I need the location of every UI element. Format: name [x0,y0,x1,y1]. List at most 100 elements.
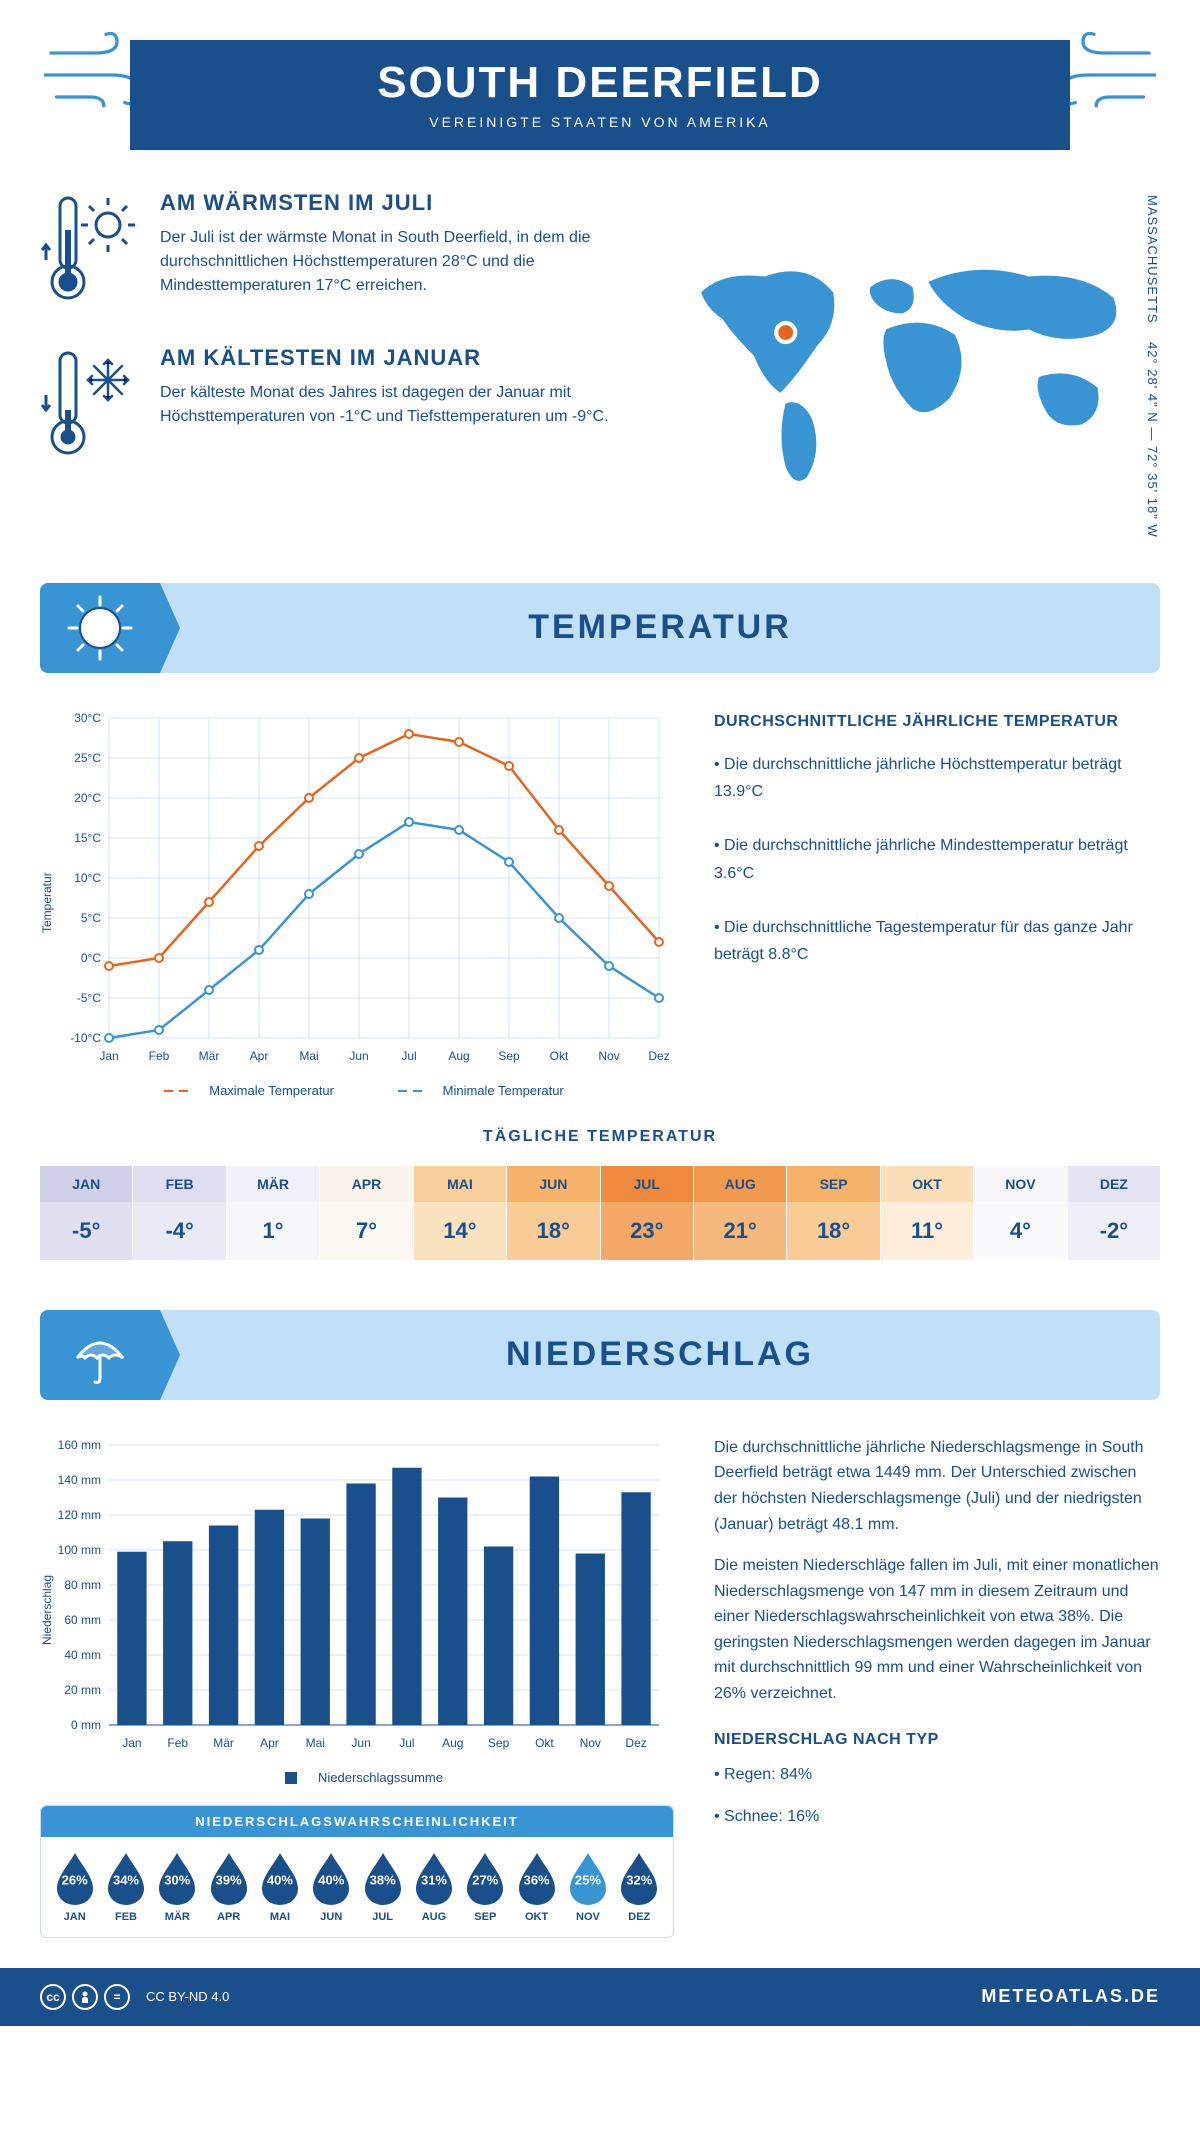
raindrop-icon: 32% [617,1851,661,1905]
temp-yaxis-label: Temperatur [40,708,54,1098]
probability-cell: 40%MAI [254,1851,305,1923]
svg-text:140 mm: 140 mm [58,1473,101,1487]
thermometer-sun-icon [40,190,140,315]
svg-text:Dez: Dez [648,1049,669,1063]
daily-temp-cell: DEZ-2° [1068,1166,1160,1260]
svg-text:80 mm: 80 mm [64,1578,101,1592]
raindrop-icon: 34% [104,1851,148,1905]
svg-text:Aug: Aug [448,1049,469,1063]
fact-warmest-text: Der Juli ist der wärmste Monat in South … [160,226,650,298]
svg-text:Sep: Sep [498,1049,520,1063]
svg-text:Jan: Jan [99,1049,118,1063]
probability-cell: 40%JUN [306,1851,357,1923]
raindrop-icon: 40% [309,1851,353,1905]
svg-text:-5°C: -5°C [77,991,101,1005]
section-header-temperature: TEMPERATUR [40,583,1160,673]
probability-cell: 27%SEP [460,1851,511,1923]
cc-icon: cc [40,1984,66,2010]
probability-cell: 34%FEB [100,1851,151,1923]
precipitation-title: NIEDERSCHLAG [160,1335,1160,1374]
daily-temp-cell: JUN18° [507,1166,600,1260]
fact-coldest-text: Der kälteste Monat des Jahres ist dagege… [160,381,650,429]
svg-text:20 mm: 20 mm [64,1683,101,1697]
svg-text:0 mm: 0 mm [71,1718,101,1732]
daily-temp-cell: AUG21° [694,1166,787,1260]
svg-text:Jun: Jun [351,1736,370,1750]
svg-text:Nov: Nov [598,1049,619,1063]
raindrop-icon: 30% [155,1851,199,1905]
probability-cell: 39%APR [203,1851,254,1923]
by-icon [72,1984,98,2010]
svg-text:Mai: Mai [306,1736,325,1750]
daily-temp-cell: FEB-4° [133,1166,226,1260]
svg-text:120 mm: 120 mm [58,1508,101,1522]
temperature-title: TEMPERATUR [160,608,1160,647]
brand-name: METEOATLAS.DE [981,1986,1160,2007]
raindrop-icon: 26% [53,1851,97,1905]
temperature-legend: Maximale Temperatur Minimale Temperatur [54,1083,674,1098]
temperature-line-chart: -10°C-5°C0°C5°C10°C15°C20°C25°C30°CJanFe… [54,708,674,1068]
title-banner: SOUTH DEERFIELD VEREINIGTE STAATEN VON A… [130,40,1070,150]
daily-temperature-table: JAN-5°FEB-4°MÄR1°APR7°MAI14°JUN18°JUL23°… [40,1166,1160,1260]
probability-cell: 31%AUG [408,1851,459,1923]
svg-text:60 mm: 60 mm [64,1613,101,1627]
svg-text:Feb: Feb [149,1049,170,1063]
fact-coldest: AM KÄLTESTEN IM JANUAR Der kälteste Mona… [40,345,650,470]
svg-text:Apr: Apr [260,1736,279,1750]
svg-text:Jul: Jul [401,1049,416,1063]
daily-temp-cell: MAI14° [414,1166,507,1260]
world-map: MASSACHUSETTS 42° 28' 4" N — 72° 35' 18"… [680,190,1160,543]
svg-text:30°C: 30°C [74,711,101,725]
svg-text:Mär: Mär [213,1736,234,1750]
raindrop-icon: 38% [361,1851,405,1905]
nd-icon: = [104,1984,130,2010]
temperature-summary: DURCHSCHNITTLICHE JÄHRLICHE TEMPERATUR •… [714,708,1160,1098]
svg-text:Jun: Jun [349,1049,368,1063]
daily-temp-cell: OKT11° [881,1166,974,1260]
daily-temp-cell: JAN-5° [40,1166,133,1260]
precipitation-text: Die durchschnittliche jährliche Niedersc… [714,1435,1160,1938]
daily-temp-cell: JUL23° [601,1166,694,1260]
daily-temp-cell: APR7° [320,1166,413,1260]
raindrop-icon: 25% [566,1851,610,1905]
svg-text:Aug: Aug [442,1736,463,1750]
svg-text:Jan: Jan [122,1736,141,1750]
page-subtitle: VEREINIGTE STAATEN VON AMERIKA [130,114,1070,130]
svg-text:Dez: Dez [625,1736,646,1750]
fact-coldest-title: AM KÄLTESTEN IM JANUAR [160,345,650,371]
svg-text:25°C: 25°C [74,751,101,765]
raindrop-icon: 36% [515,1851,559,1905]
raindrop-icon: 27% [463,1851,507,1905]
precipitation-bar-chart: 0 mm 20 mm 40 mm 60 mm 80 mm 100 mm 120 mm 140 … [54,1435,674,1755]
svg-text:5°C: 5°C [81,911,101,925]
probability-cell: 26%JAN [49,1851,100,1923]
coordinates: MASSACHUSETTS 42° 28' 4" N — 72° 35' 18"… [1145,190,1160,543]
svg-text:Okt: Okt [535,1736,554,1750]
svg-text:160 mm: 160 mm [58,1438,101,1452]
fact-warmest-title: AM WÄRMSTEN IM JULI [160,190,650,216]
sun-icon [40,583,160,673]
footer: cc = CC BY-ND 4.0 METEOATLAS.DE [0,1968,1200,2026]
svg-text:20°C: 20°C [74,791,101,805]
raindrop-icon: 40% [258,1851,302,1905]
svg-text:Mai: Mai [299,1049,318,1063]
svg-text:0°C: 0°C [81,951,101,965]
section-header-precipitation: NIEDERSCHLAG [40,1310,1160,1400]
thermometer-snow-icon [40,345,140,470]
umbrella-icon [40,1310,160,1400]
svg-text:100 mm: 100 mm [58,1543,101,1557]
svg-text:-10°C: -10°C [70,1031,101,1045]
svg-text:Apr: Apr [250,1049,269,1063]
daily-temp-cell: SEP18° [787,1166,880,1260]
svg-text:40 mm: 40 mm [64,1648,101,1662]
svg-text:Mär: Mär [199,1049,220,1063]
precipitation-legend: Niederschlagssumme [54,1770,674,1785]
daily-temp-cell: MÄR1° [227,1166,320,1260]
precip-yaxis-label: Niederschlag [40,1435,54,1785]
svg-text:Okt: Okt [550,1049,569,1063]
precipitation-probability-box: NIEDERSCHLAGSWAHRSCHEINLICHKEIT 26%JAN 3… [40,1805,674,1938]
probability-cell: 32%DEZ [614,1851,665,1923]
probability-cell: 25%NOV [562,1851,613,1923]
daily-temp-title: TÄGLICHE TEMPERATUR [40,1128,1160,1146]
raindrop-icon: 39% [207,1851,251,1905]
